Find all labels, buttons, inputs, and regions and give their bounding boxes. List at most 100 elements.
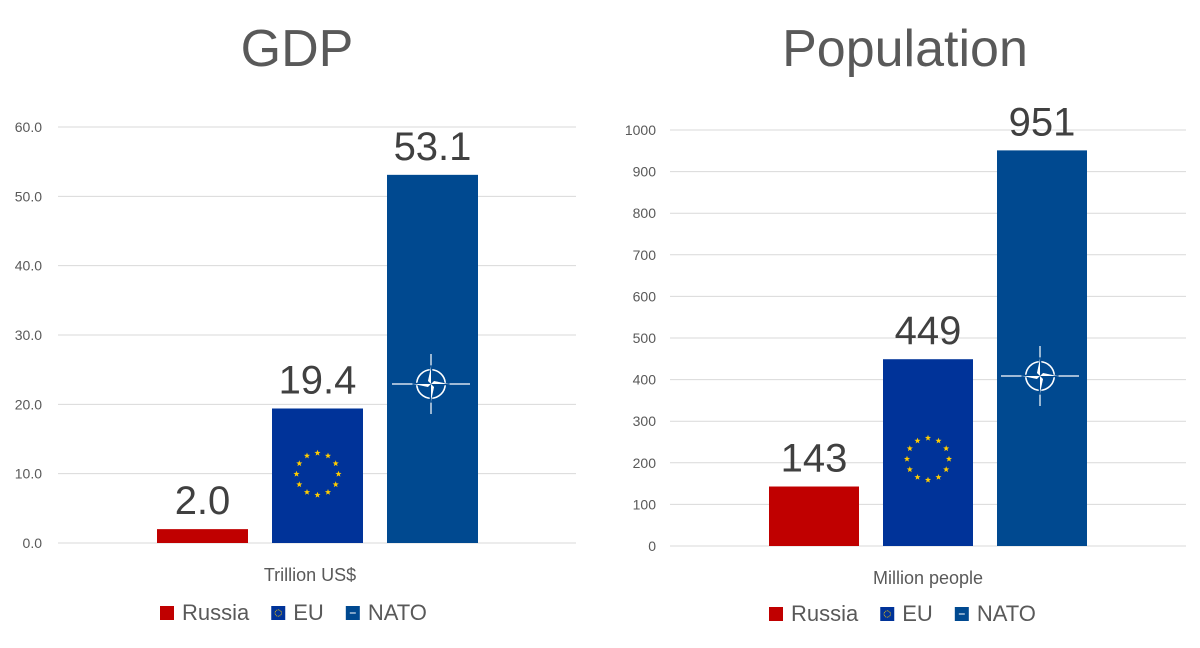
legend-label: Russia (182, 600, 250, 625)
nato-compass-icon (392, 354, 470, 414)
eu-star-icon (945, 455, 953, 462)
y-tick-label: 60.0 (15, 119, 42, 135)
eu-star-icon (303, 452, 311, 459)
eu-star-icon (914, 473, 921, 480)
eu-star-icon (889, 611, 891, 614)
eu-star-icon (906, 445, 913, 452)
nato-star-shade-icon (1040, 376, 1059, 380)
eu-star-icon (274, 613, 277, 616)
chart-title: GDP (241, 20, 354, 78)
eu-star-icon (884, 610, 887, 612)
eu-stars-icon (274, 609, 283, 617)
eu-star-icon (914, 437, 921, 444)
eu-star-icon (275, 614, 278, 617)
data-label: 951 (1009, 100, 1076, 144)
eu-star-icon (883, 611, 886, 614)
y-tick-label: 700 (633, 247, 657, 263)
bar-nato (997, 150, 1087, 546)
eu-star-icon (924, 476, 932, 483)
legend-label: Russia (791, 601, 859, 626)
eu-star-icon (886, 610, 889, 612)
eu-star-icon (889, 614, 891, 617)
y-tick-label: 600 (633, 288, 657, 304)
legend-label: NATO (977, 601, 1036, 626)
eu-star-icon (883, 613, 885, 615)
eu-star-icon (935, 437, 942, 444)
eu-star-icon (906, 466, 913, 473)
legend-label: EU (293, 600, 324, 625)
nato-compass-icon (1001, 346, 1079, 406)
eu-star-icon (903, 455, 911, 462)
eu-star-icon (324, 488, 332, 495)
eu-star-icon (277, 609, 280, 611)
eu-star-icon (883, 614, 886, 617)
eu-star-icon (280, 610, 282, 613)
eu-stars-icon (293, 449, 342, 498)
eu-star-icon (924, 434, 932, 441)
population-chart: Population 0 100 200 300 400 500 600 700 800 900 10… (625, 20, 1186, 626)
eu-star-icon (888, 610, 890, 612)
x-axis-label: Trillion US$ (264, 565, 356, 585)
y-tick-label: 50.0 (15, 188, 42, 204)
legend-item-nato: NATO (954, 601, 1036, 626)
eu-star-icon (314, 491, 321, 498)
data-label: 19.4 (279, 358, 357, 402)
eu-stars-icon (883, 610, 892, 618)
eu-star-icon (943, 445, 950, 452)
eu-star-icon (884, 615, 887, 618)
gdp-chart: GDP 0.0 10.0 20.0 30.0 40.0 50.0 60.0 2.0 19.4 53.… (15, 20, 576, 625)
data-label: 143 (781, 437, 848, 481)
data-label: 2.0 (175, 479, 231, 523)
eu-star-icon (279, 609, 281, 611)
legend-item-russia: Russia (160, 600, 250, 625)
bar-nato (387, 174, 478, 543)
bar-eu (883, 359, 973, 546)
legend-item-eu: EU (880, 601, 933, 626)
x-axis-label: Million people (873, 568, 983, 588)
nato-star-shade-icon (431, 365, 435, 384)
eu-star-icon (275, 609, 278, 611)
y-tick-label: 900 (633, 164, 657, 180)
y-tick-label: 300 (633, 413, 657, 429)
y-tick-label: 0.0 (23, 535, 43, 551)
legend-item-eu: EU (271, 600, 324, 625)
eu-star-icon (943, 466, 950, 473)
y-tick-label: 20.0 (15, 396, 42, 412)
eu-star-icon (314, 449, 321, 456)
eu-star-icon (332, 481, 339, 488)
legend: Russia EU NATO (769, 601, 1036, 626)
eu-star-icon (935, 473, 942, 480)
eu-star-icon (279, 614, 281, 617)
data-label: 449 (895, 309, 962, 353)
bar-eu (272, 408, 363, 543)
eu-star-icon (280, 613, 282, 616)
nato-star-shade-icon (1036, 376, 1040, 395)
eu-star-icon (886, 616, 889, 618)
legend: Russia EU NATO (160, 600, 427, 625)
bar-russia (157, 529, 248, 543)
eu-star-icon (332, 460, 339, 467)
eu-star-icon (280, 612, 283, 614)
chart-title: Population (782, 20, 1028, 78)
eu-star-icon (274, 610, 277, 613)
eu-star-icon (277, 615, 280, 617)
y-tick-label: 200 (633, 455, 657, 471)
nato-star-shade-icon (431, 384, 450, 388)
eu-star-icon (335, 470, 342, 477)
bar-russia (769, 486, 859, 546)
eu-stars-icon (903, 434, 953, 483)
y-tick-label: 100 (633, 496, 657, 512)
y-tick-label: 40.0 (15, 258, 42, 274)
y-tick-label: 800 (633, 205, 657, 221)
eu-star-icon (296, 481, 303, 488)
eu-star-icon (888, 615, 890, 618)
eu-star-icon (889, 613, 892, 615)
legend-swatch (271, 606, 286, 620)
legend-item-nato: NATO (345, 600, 427, 625)
eu-star-icon (303, 488, 311, 495)
y-tick-label: 30.0 (15, 327, 42, 343)
nato-star-shade-icon (427, 384, 431, 403)
legend-label: NATO (368, 600, 427, 625)
y-tick-label: 500 (633, 330, 657, 346)
